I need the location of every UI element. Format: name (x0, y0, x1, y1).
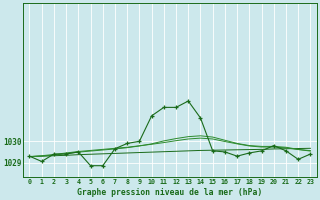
X-axis label: Graphe pression niveau de la mer (hPa): Graphe pression niveau de la mer (hPa) (77, 188, 263, 197)
